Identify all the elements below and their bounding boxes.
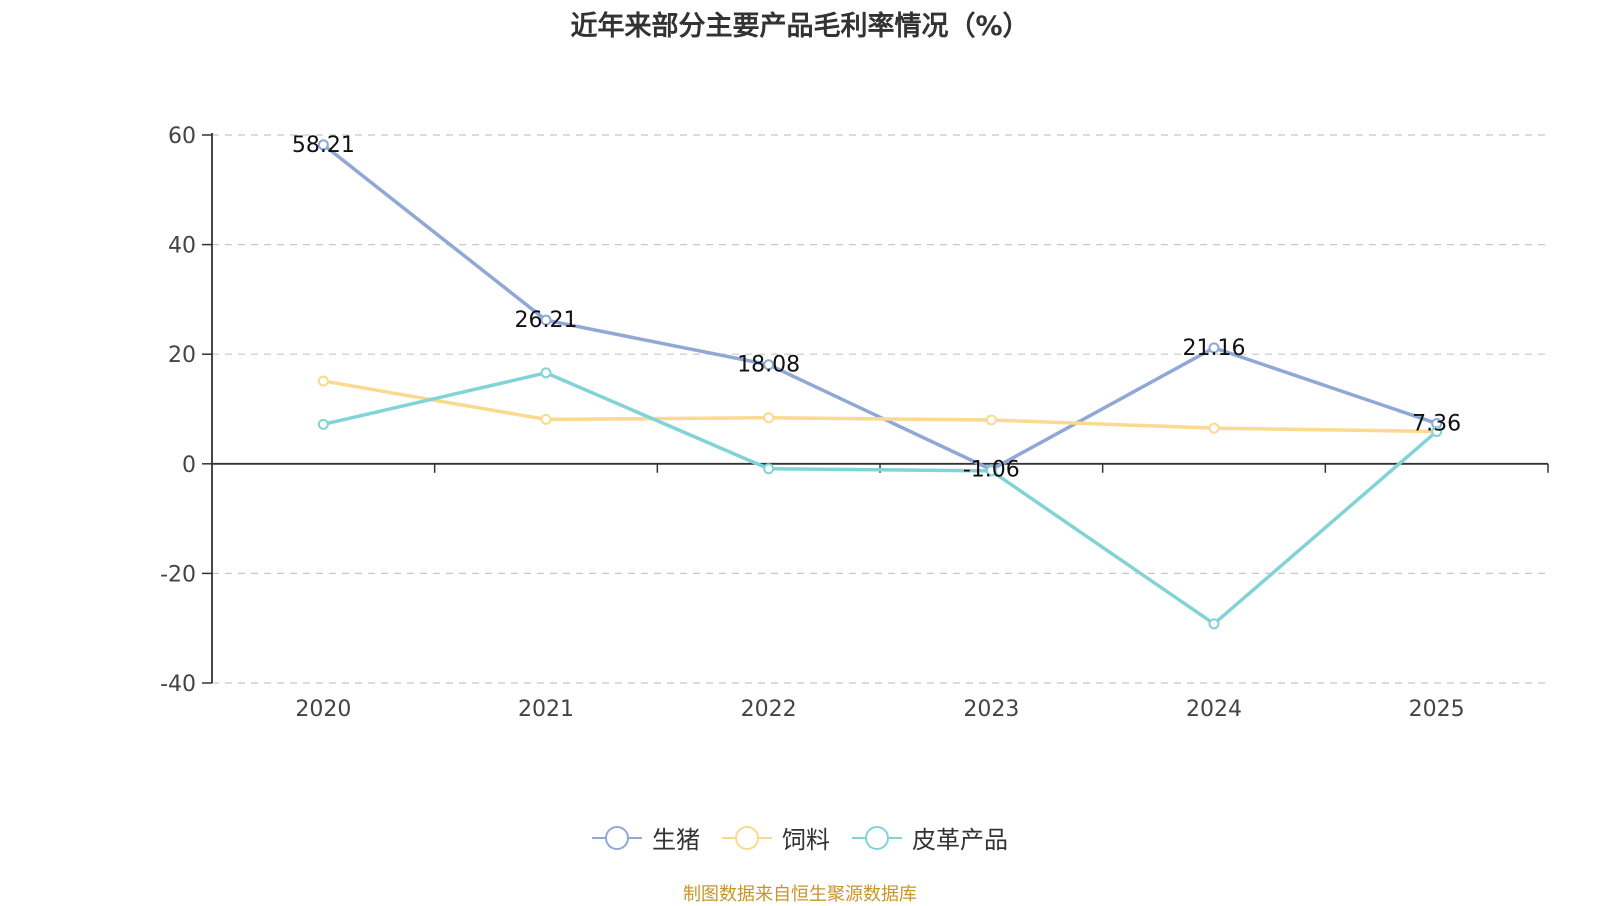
- series-point-2: [985, 414, 997, 426]
- legend-item[interactable]: 皮革产品: [852, 820, 1008, 855]
- data-label: -1.06: [963, 458, 1020, 483]
- axes: 60 40 20 0 -20 -40 2020 2021 2022 2023 2024 2025: [160, 124, 1549, 722]
- series-group: [317, 139, 1443, 630]
- grid-lines: [212, 134, 1548, 684]
- series-point-1: [540, 314, 552, 326]
- chart-title: 近年来部分主要产品毛利率情况（%）: [570, 11, 1030, 42]
- series-point-3: [1208, 618, 1220, 630]
- legend-item[interactable]: 饲料: [722, 820, 830, 855]
- data-label: 7.36: [1412, 411, 1461, 436]
- legend: 生猪 饲料 皮革产品: [0, 820, 1600, 855]
- legend-label: 皮革产品: [912, 826, 1008, 854]
- legend-marker-icon: [592, 825, 642, 850]
- x-tick-label: 2024: [1186, 697, 1242, 722]
- data-label: 26.21: [515, 308, 578, 333]
- series-point-1: [1208, 342, 1220, 354]
- series-line-1: [322, 143, 1438, 472]
- legend-marker-icon: [722, 825, 772, 850]
- data-label: 58.21: [292, 133, 355, 158]
- series-point-1: [317, 139, 329, 151]
- x-tick-label: 2023: [963, 697, 1019, 722]
- series-point-3: [1431, 425, 1443, 437]
- series-point-3: [763, 463, 775, 475]
- legend-label: 饲料: [782, 826, 830, 854]
- y-tick-label: 60: [168, 124, 196, 149]
- y-tick-label: 20: [168, 343, 196, 368]
- series-point-1: [763, 359, 775, 371]
- series-point-3: [317, 418, 329, 430]
- series-point-3: [985, 465, 997, 477]
- data-label: 18.08: [737, 353, 800, 378]
- x-tick-label: 2021: [518, 697, 574, 722]
- series-point-2: [540, 413, 552, 425]
- y-tick-label: 0: [182, 453, 196, 478]
- source-note: 制图数据来自恒生聚源数据库: [683, 884, 917, 905]
- legend-marker-icon: [852, 825, 902, 850]
- x-tick-label: 2020: [295, 697, 351, 722]
- y-tick-label: 40: [168, 234, 196, 259]
- x-tick-label: 2025: [1409, 697, 1465, 722]
- series-point-2: [763, 412, 775, 424]
- legend-label: 生猪: [652, 826, 700, 854]
- y-tick-label: -20: [160, 562, 196, 587]
- legend-item[interactable]: 生猪: [592, 820, 700, 855]
- series-point-2: [1208, 422, 1220, 434]
- data-label: 21.16: [1183, 336, 1246, 361]
- series-point-3: [540, 367, 552, 379]
- y-tick-label: -40: [160, 672, 196, 697]
- series-line-2: [323, 379, 1437, 434]
- data-labels: 58.21 26.21 18.08 -1.06 21.16 7.36: [292, 133, 1461, 483]
- series-point-2: [317, 375, 329, 387]
- x-tick-label: 2022: [741, 697, 797, 722]
- series-line-3: [322, 371, 1438, 626]
